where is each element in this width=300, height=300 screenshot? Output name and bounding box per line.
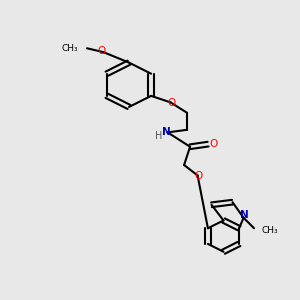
Text: O: O — [209, 139, 217, 149]
Text: CH₃: CH₃ — [61, 44, 78, 53]
Text: H: H — [154, 130, 162, 140]
Text: O: O — [168, 98, 176, 108]
Text: CH₃: CH₃ — [262, 226, 278, 236]
Text: O: O — [98, 46, 106, 56]
Text: N: N — [162, 127, 171, 137]
Text: N: N — [240, 210, 249, 220]
Text: O: O — [194, 171, 202, 181]
